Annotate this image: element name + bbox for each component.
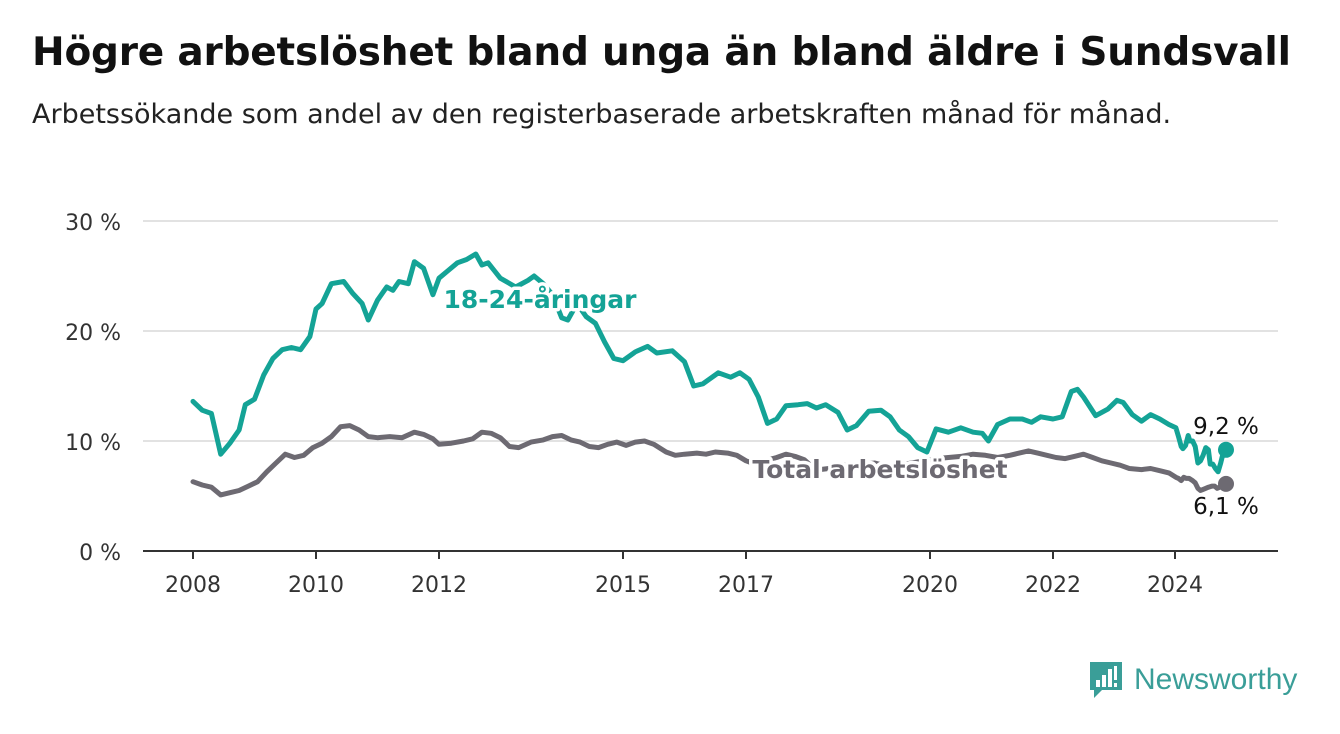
- x-tick-label: 2024: [1147, 573, 1203, 598]
- series-label-18-24-text: 18-24-åringar: [444, 285, 638, 314]
- x-tick-label: 2020: [902, 573, 958, 598]
- x-tick-label: 2015: [595, 573, 651, 598]
- y-tick-label: 20 %: [65, 321, 121, 346]
- brand-logo: Newsworthy: [1088, 660, 1297, 700]
- y-axis-ticks: 0 % 10 % 20 % 30 %: [65, 211, 121, 566]
- series-label-total-halo: Total arbetslöshet: [752, 455, 1007, 484]
- series-label-total-text: Total arbetslöshet: [752, 455, 1007, 484]
- end-point-18-24: [1218, 441, 1234, 458]
- newsworthy-logo-icon: [1090, 662, 1122, 698]
- x-tick-label: 2008: [165, 573, 221, 598]
- end-point-total: [1218, 475, 1234, 492]
- gridlines: [143, 220, 1278, 442]
- y-tick-label: 30 %: [65, 211, 121, 236]
- series-line-total: [190, 423, 1229, 498]
- end-label-18-24: 9,2 %: [1193, 414, 1259, 440]
- chart-subtitle: Arbetssökande som andel av den registerb…: [32, 99, 1172, 130]
- brand-name: Newsworthy: [1134, 663, 1298, 696]
- end-label-total: 6,1 %: [1193, 494, 1259, 520]
- x-tick-label: 2012: [411, 573, 467, 598]
- y-tick-label: 10 %: [65, 431, 121, 456]
- x-tick-label: 2010: [288, 573, 344, 598]
- x-tick-label: 2022: [1025, 573, 1081, 598]
- chart-title: Högre arbetslöshet bland unga än bland ä…: [32, 30, 1291, 75]
- x-axis-ticks: 2008 2010 2012 2015 2017 2020 2022 2024: [143, 550, 1278, 598]
- series-label-18-24-halo: 18-24-åringar: [444, 285, 638, 314]
- series-line-18-24: [190, 251, 1229, 475]
- x-tick-label: 2017: [718, 573, 774, 598]
- series-lines: [190, 251, 1234, 498]
- y-tick-label: 0 %: [79, 541, 121, 566]
